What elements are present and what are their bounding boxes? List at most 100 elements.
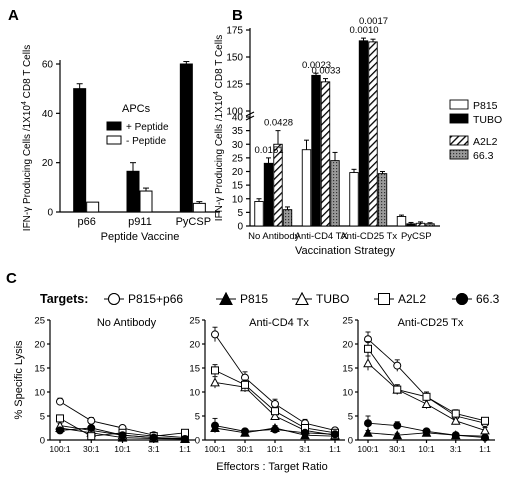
panel-b-category-label: No Antibody [248,231,299,242]
panel-a-y-axis-title-main: IFN-γ Producing Cells /1X10 [22,105,33,232]
panel-c-point-a2l2 [271,407,279,416]
panel-c-ytick-label: 15 [342,364,353,375]
panel-c-ytick-label: 5 [348,412,353,423]
panel-b-ytick-label: 0 [237,222,243,233]
panel-c-legend-marker-tubo [295,291,309,305]
panel-label-a: A [8,7,19,24]
panel-c-point-p815-p66 [211,330,219,339]
panel-c-subplot-anti-cd25-tx: 0 5 10 15 20 25 100:1 30:1 10:1 3:1 1:1 Anti-CD25 T… [342,316,495,454]
panel-c-point-p815 [363,427,373,437]
panel-a-ytick-label: 40 [42,109,54,120]
panel-c-point-a2l2 [241,380,249,389]
panel-c-point-a2l2 [481,416,489,425]
panel-b-bar-no-antibody-a2l2 [273,143,283,227]
panel-c-ytick-label: 25 [34,316,45,327]
panel-c-legend-label-a2l2: A2L2 [398,292,426,306]
panel-b-bar-anti-cd4-tx-a2l2 [320,81,331,227]
panel-a-bar-p66-0 [73,88,87,213]
panel-b-ytick-label: 35 [232,126,244,137]
panel-b-bar-anti-cd25-tx-66-3 [377,173,388,227]
panel-c-subplot-title: No Antibody [97,317,157,329]
panel-c-point-tubo [480,425,490,435]
panel-c-legend-marker-p815 [219,291,233,305]
panel-c-legend-marker-66-3 [456,293,468,305]
panel-c-xtick-label: 1:1 [179,444,191,454]
panel-a-ytick-label: 0 [47,208,53,219]
panel-b-bar-anti-cd25-tx-p815 [349,172,359,227]
panel-c-point-p815-p66 [393,361,402,370]
panel-c-xtick-label: 30:1 [237,444,254,454]
panel-b-pvalue-label: 0.0023 [302,60,331,71]
panel-c-point-tubo [450,415,461,425]
panel-c-ytick-label: 5 [40,412,45,423]
panel-a-bar-p66-1 [86,201,100,213]
panel-a-ytick-label: 20 [42,158,54,169]
panel-b-pvalue-label: 0.0033 [311,66,340,77]
panel-b-ytick-label: 150 [226,53,243,64]
panel-a-legend-swatch-0 [106,121,122,131]
panel-b-legend-label-a2l2: A2L2 [473,136,498,148]
panel-c-ytick-label: 0 [348,436,353,447]
panel-c-ytick-label: 25 [342,316,353,327]
panel-b-y-axis-title-tail: CD8 T Cells [214,35,225,91]
panel-b-ytick-label: 100 [226,107,243,118]
panel-c-xtick-label: 3:1 [148,444,160,454]
panel-a-y-axis-title-tail: CD8 T Cells [22,45,33,101]
panel-c-ytick-label: 20 [189,340,200,351]
panel-c-xtick-label: 30:1 [83,444,100,454]
panel-b-bar-anti-cd25-tx-tubo [358,40,369,227]
panel-c-point-tubo [210,377,220,387]
panel-c-subplot-title: Anti-CD4 Tx [249,317,309,329]
panel-a-legend-label-0: + Peptide [126,122,169,133]
panel-b-legend-swatch-p815 [449,99,469,110]
panel-a-bar-chart: 0 20 40 60 p66 p911 PyCSP Peptide Vaccine IFN-γ … [21,45,220,243]
panel-b-category-label: Anti-CD4 TX [295,231,349,242]
panel-c-xtick-label: 30:1 [389,444,406,454]
panel-c-point-a2l2 [56,414,64,423]
panel-c-ytick-label: 15 [34,364,45,375]
panel-b-legend-label-tubo: TUBO [473,114,502,126]
panel-c-xtick-label: 10:1 [418,444,435,454]
panel-b-category-label: Anti-CD25 Tx [340,231,397,242]
panel-c-legend-label-p815-p66: P815+p66 [128,292,183,306]
panel-label-b: B [232,7,243,24]
panel-b-bar-anti-cd25-tx-a2l2 [368,41,378,227]
panel-b-ytick-label: 5 [237,208,243,219]
panel-c-legend-marker-p815-p66 [108,293,120,305]
panel-c-point-66-3 [301,428,309,437]
panel-c-ytick-label: 10 [34,388,45,399]
panel-c-point-a2l2 [451,409,460,418]
panel-c-series-line-p815-p66 [367,338,486,424]
panel-b-y-axis-title-sup: 4 [213,91,220,95]
panel-b-y-axis-title-main: IFN-γ Producing Cells /1X10 [214,95,225,222]
panel-a-ytick-label: 60 [42,60,54,71]
panel-a-bar-p911-0 [126,170,140,213]
panel-c-point-tubo [421,398,432,408]
panel-b-y-axis-title: IFN-γ Producing Cells /1X104 CD8 T Cells [213,35,225,221]
panel-b-bar-anti-cd4-tx-p815 [301,149,312,227]
panel-c-point-tubo [363,358,373,368]
panel-b-ytick-label: 25 [232,153,244,164]
panel-a-bar-pycsp-0 [179,63,193,213]
panel-c-ytick-label: 10 [189,388,200,399]
panel-c-point-66-3 [364,419,372,428]
panel-c-point-66-3 [56,426,64,435]
panel-c-series-line-a2l2 [367,348,486,422]
panel-c-point-p815-p66 [271,400,279,408]
panel-c-point-a2l2 [87,432,96,441]
panel-b-legend-swatch-66-3 [449,149,469,160]
panel-c-ytick-label: 5 [195,412,200,423]
panel-b-axis-break-mark [245,111,255,117]
panel-c-point-66-3 [422,427,431,436]
panel-c-point-a2l2 [364,344,372,353]
panel-b-bar-no-antibody-tubo [263,162,274,227]
panel-c-ytick-label: 0 [195,436,200,447]
panel-b-legend-label-66-3: 66.3 [473,150,494,162]
panel-b-pvalue-label: 0.0010 [349,25,378,36]
panel-c-point-p815-p66 [56,397,64,406]
panel-c-subplot-anti-cd4-tx: 0 5 10 15 20 25 100:1 30:1 10:1 3:1 1:1 Anti-CD4 Tx [189,316,345,454]
panel-b-ytick-label: 10 [232,194,244,205]
